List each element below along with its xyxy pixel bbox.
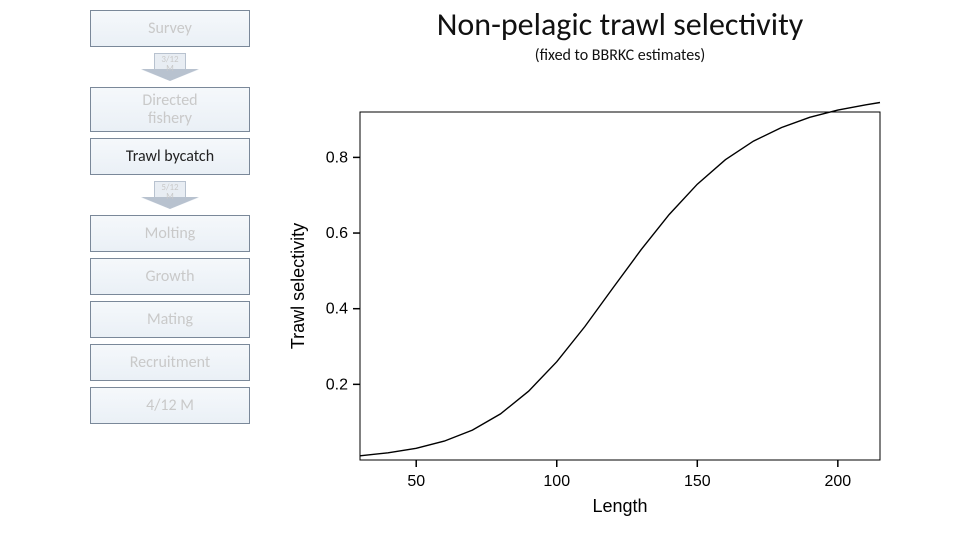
- flow-box-trawl-bycatch: Trawl bycatch: [90, 138, 250, 175]
- svg-text:200: 200: [824, 473, 851, 490]
- flow-box-4-12-m: 4/12 M: [90, 387, 250, 424]
- svg-text:0.6: 0.6: [326, 225, 348, 242]
- flow-panel: Survey 3/12M Directedfishery Trawl bycatch 5…: [90, 10, 250, 430]
- flow-box-recruitment: Recruitment: [90, 344, 250, 381]
- svg-text:0.8: 0.8: [326, 149, 348, 166]
- svg-text:0.2: 0.2: [326, 376, 348, 393]
- svg-text:150: 150: [684, 473, 711, 490]
- svg-text:Length: Length: [592, 496, 647, 516]
- flow-box-survey: Survey: [90, 10, 250, 47]
- flow-box-molting: Molting: [90, 215, 250, 252]
- svg-text:100: 100: [543, 473, 570, 490]
- sub-title: (fixed to BBRKC estimates): [340, 46, 900, 65]
- selectivity-chart: 50 100 150 200 0.2 0.4 0.6 0.8 Length Trawl selec…: [280, 100, 900, 530]
- svg-text:50: 50: [407, 473, 425, 490]
- svg-text:0.4: 0.4: [326, 301, 348, 318]
- flow-arrow: 3/12M: [90, 53, 250, 83]
- flow-box-directed-fishery: Directedfishery: [90, 87, 250, 132]
- flow-box-growth: Growth: [90, 258, 250, 295]
- title-block: Non-pelagic trawl selectivity (fixed to …: [340, 5, 900, 65]
- flow-arrow: 5/12M: [90, 181, 250, 211]
- flow-box-mating: Mating: [90, 301, 250, 338]
- svg-text:Trawl selectivity: Trawl selectivity: [288, 223, 308, 349]
- main-title: Non-pelagic trawl selectivity: [340, 5, 900, 44]
